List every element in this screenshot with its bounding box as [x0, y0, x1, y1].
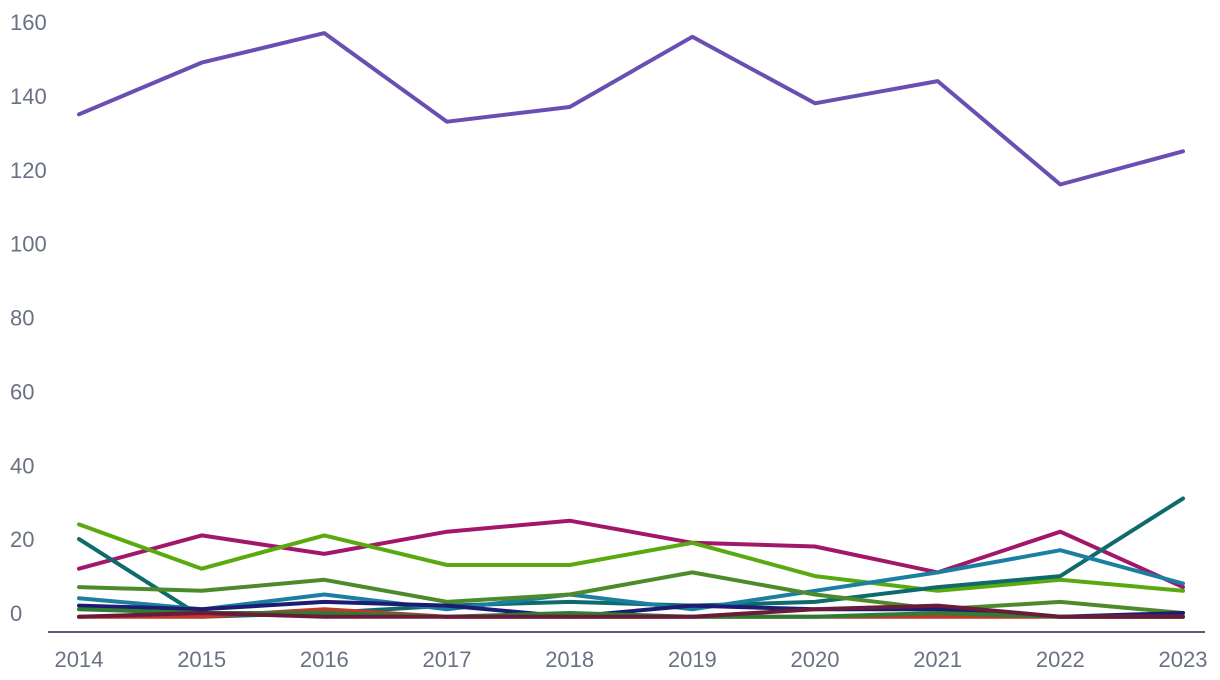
series-line-2 [77, 518, 1185, 590]
x-tick-label: 2022 [1036, 647, 1085, 672]
x-tick-label: 2016 [300, 647, 349, 672]
y-tick-label: 120 [10, 158, 47, 183]
x-tick-label: 2021 [913, 647, 962, 672]
x-tick-label: 2020 [791, 647, 840, 672]
y-tick-label: 100 [10, 232, 47, 257]
series-lines [77, 31, 1185, 619]
series-line-6 [77, 570, 1185, 615]
y-axis-ticks: 0 20 40 60 80 100 120 140 160 [10, 10, 47, 626]
y-tick-label: 0 [10, 601, 22, 626]
x-axis-ticks: 2014 2015 2016 2017 2018 2019 2020 2021 2022 2023 [55, 647, 1208, 672]
series-line-1 [77, 31, 1185, 187]
x-tick-label: 2018 [545, 647, 594, 672]
y-tick-label: 80 [10, 306, 34, 331]
series-line-5 [77, 548, 1185, 612]
y-tick-label: 60 [10, 379, 34, 404]
x-tick-label: 2015 [177, 647, 226, 672]
y-tick-label: 40 [10, 453, 34, 478]
x-tick-label: 2023 [1159, 647, 1208, 672]
series-line-3 [77, 522, 1185, 593]
x-tick-label: 2017 [423, 647, 472, 672]
y-tick-label: 20 [10, 527, 34, 552]
y-tick-label: 140 [10, 84, 47, 109]
x-tick-label: 2014 [55, 647, 104, 672]
series-line-10 [77, 603, 1185, 619]
y-tick-label: 160 [10, 10, 47, 35]
x-tick-label: 2019 [668, 647, 717, 672]
